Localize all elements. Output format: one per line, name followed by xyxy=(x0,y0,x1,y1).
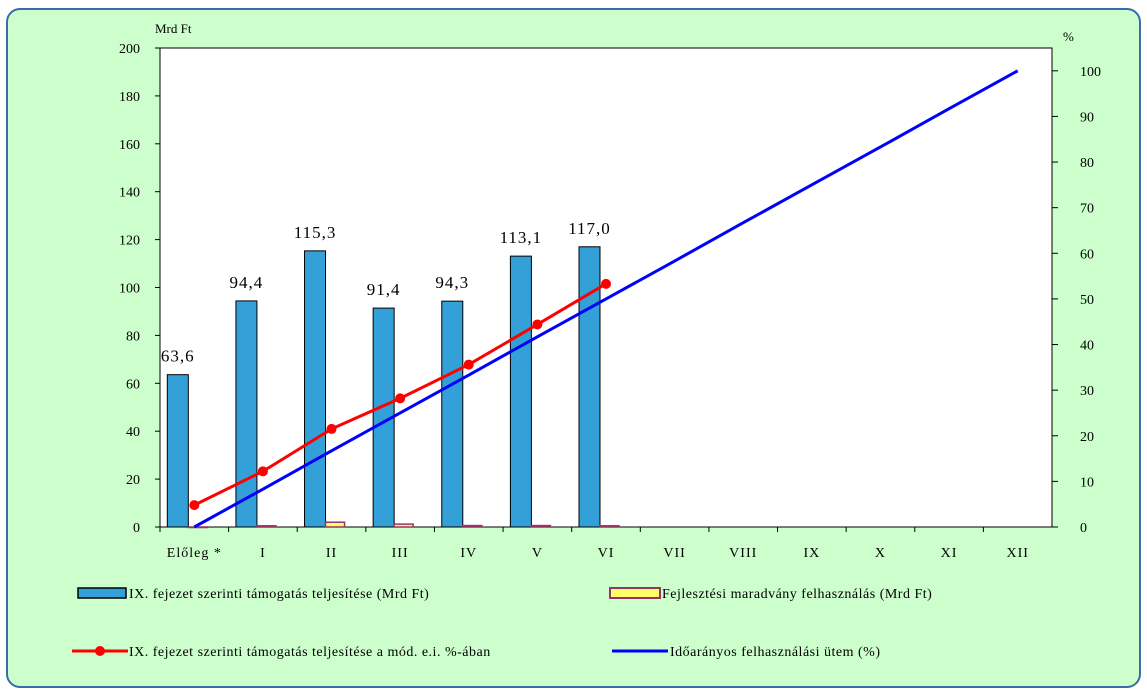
legend-swatch-main-bar xyxy=(77,587,127,599)
right-axis-tick-label: 10 xyxy=(1080,475,1094,490)
main-bar xyxy=(441,300,464,528)
legend-label-pct-line: IX. fejezet szerinti támogatás teljesíté… xyxy=(129,645,491,660)
bar-data-label: 91,4 xyxy=(367,280,401,299)
teljesites-pct-line-point xyxy=(532,319,543,330)
x-axis-category-label: IX xyxy=(803,546,820,561)
right-axis-tick-label: 90 xyxy=(1080,110,1094,125)
legend-label-idoaranyos-line: Időarányos felhasználási ütem (%) xyxy=(670,645,880,660)
x-axis-category-label: VII xyxy=(663,546,685,561)
left-axis-tick-label: 80 xyxy=(126,329,140,344)
left-axis-tick-label: 180 xyxy=(119,90,140,105)
teljesites-pct-line-point xyxy=(257,466,268,477)
left-axis-tick-label: 140 xyxy=(119,186,140,201)
maradvany-bar xyxy=(462,524,483,528)
left-axis-tick-label: 160 xyxy=(119,138,140,153)
x-axis-category-label: III xyxy=(392,546,409,561)
maradvany-bar xyxy=(530,524,552,528)
legend-swatch-maradvany-bar xyxy=(609,587,661,599)
teljesites-pct-line-point xyxy=(395,393,406,404)
right-axis-tick-label: 30 xyxy=(1080,384,1094,399)
maradvany-bar xyxy=(187,526,209,529)
x-axis-category-label: Előleg * xyxy=(167,546,222,561)
main-bar xyxy=(166,374,189,528)
main-bar xyxy=(235,300,258,528)
x-axis-category-label: IV xyxy=(460,546,477,561)
x-axis-category-label: II xyxy=(326,546,337,561)
x-axis-category-label: VIII xyxy=(729,546,757,561)
maradvany-bar xyxy=(256,525,277,528)
bar-data-label: 63,6 xyxy=(161,347,195,366)
right-axis-tick-label: 60 xyxy=(1080,247,1094,262)
x-axis-category-label: X xyxy=(875,546,886,561)
left-axis-tick-label: 120 xyxy=(119,234,140,249)
right-axis-tick-label: 70 xyxy=(1080,202,1094,217)
x-axis-category-label: VI xyxy=(598,546,615,561)
main-bar xyxy=(509,255,532,528)
x-axis-category-label: V xyxy=(532,546,543,561)
left-axis-tick-label: 20 xyxy=(126,473,140,488)
teljesites-pct-line-point xyxy=(326,423,337,434)
legend-label-maradvany-bar: Fejlesztési maradvány felhasználás (Mrd … xyxy=(662,587,932,602)
left-axis-unit: Mrd Ft xyxy=(155,21,192,36)
left-axis-tick-label: 200 xyxy=(119,42,140,57)
bar-data-label: 94,4 xyxy=(230,273,264,292)
teljesites-pct-line-point xyxy=(601,278,611,289)
left-axis-tick-label: 0 xyxy=(133,521,140,536)
bar-data-label: 117,0 xyxy=(568,219,611,238)
right-axis-tick-label: 80 xyxy=(1080,156,1094,171)
idoaranyos-line xyxy=(193,69,1019,529)
right-axis-tick-label: 20 xyxy=(1080,430,1094,445)
right-axis-unit: % xyxy=(1063,29,1074,44)
right-axis-tick-label: 50 xyxy=(1080,293,1094,308)
right-axis-tick-label: 100 xyxy=(1080,65,1101,80)
maradvany-bar xyxy=(393,523,414,528)
bar-data-label: 115,3 xyxy=(294,223,337,242)
legend-label-main-bar: IX. fejezet szerinti támogatás teljesíté… xyxy=(129,587,429,602)
main-bar xyxy=(304,250,327,528)
right-axis-tick-label: 0 xyxy=(1080,521,1087,536)
left-axis-tick-label: 60 xyxy=(126,377,140,392)
maradvany-bar xyxy=(324,521,346,528)
x-axis-category-label: XII xyxy=(1006,546,1028,561)
teljesites-pct-line-point xyxy=(189,500,200,511)
bar-data-label: 113,1 xyxy=(500,228,543,247)
x-axis-category-label: I xyxy=(260,546,266,561)
legend-marker-pct-line xyxy=(95,646,105,656)
maradvany-bar xyxy=(599,525,620,528)
left-axis-tick-label: 40 xyxy=(126,425,140,440)
main-bar xyxy=(578,246,601,528)
bar-data-label: 94,3 xyxy=(435,273,469,292)
teljesites-pct-line-point xyxy=(463,359,474,370)
right-axis-tick-label: 40 xyxy=(1080,339,1094,354)
left-axis-tick-label: 100 xyxy=(119,282,140,297)
x-axis-category-label: XI xyxy=(941,546,958,561)
